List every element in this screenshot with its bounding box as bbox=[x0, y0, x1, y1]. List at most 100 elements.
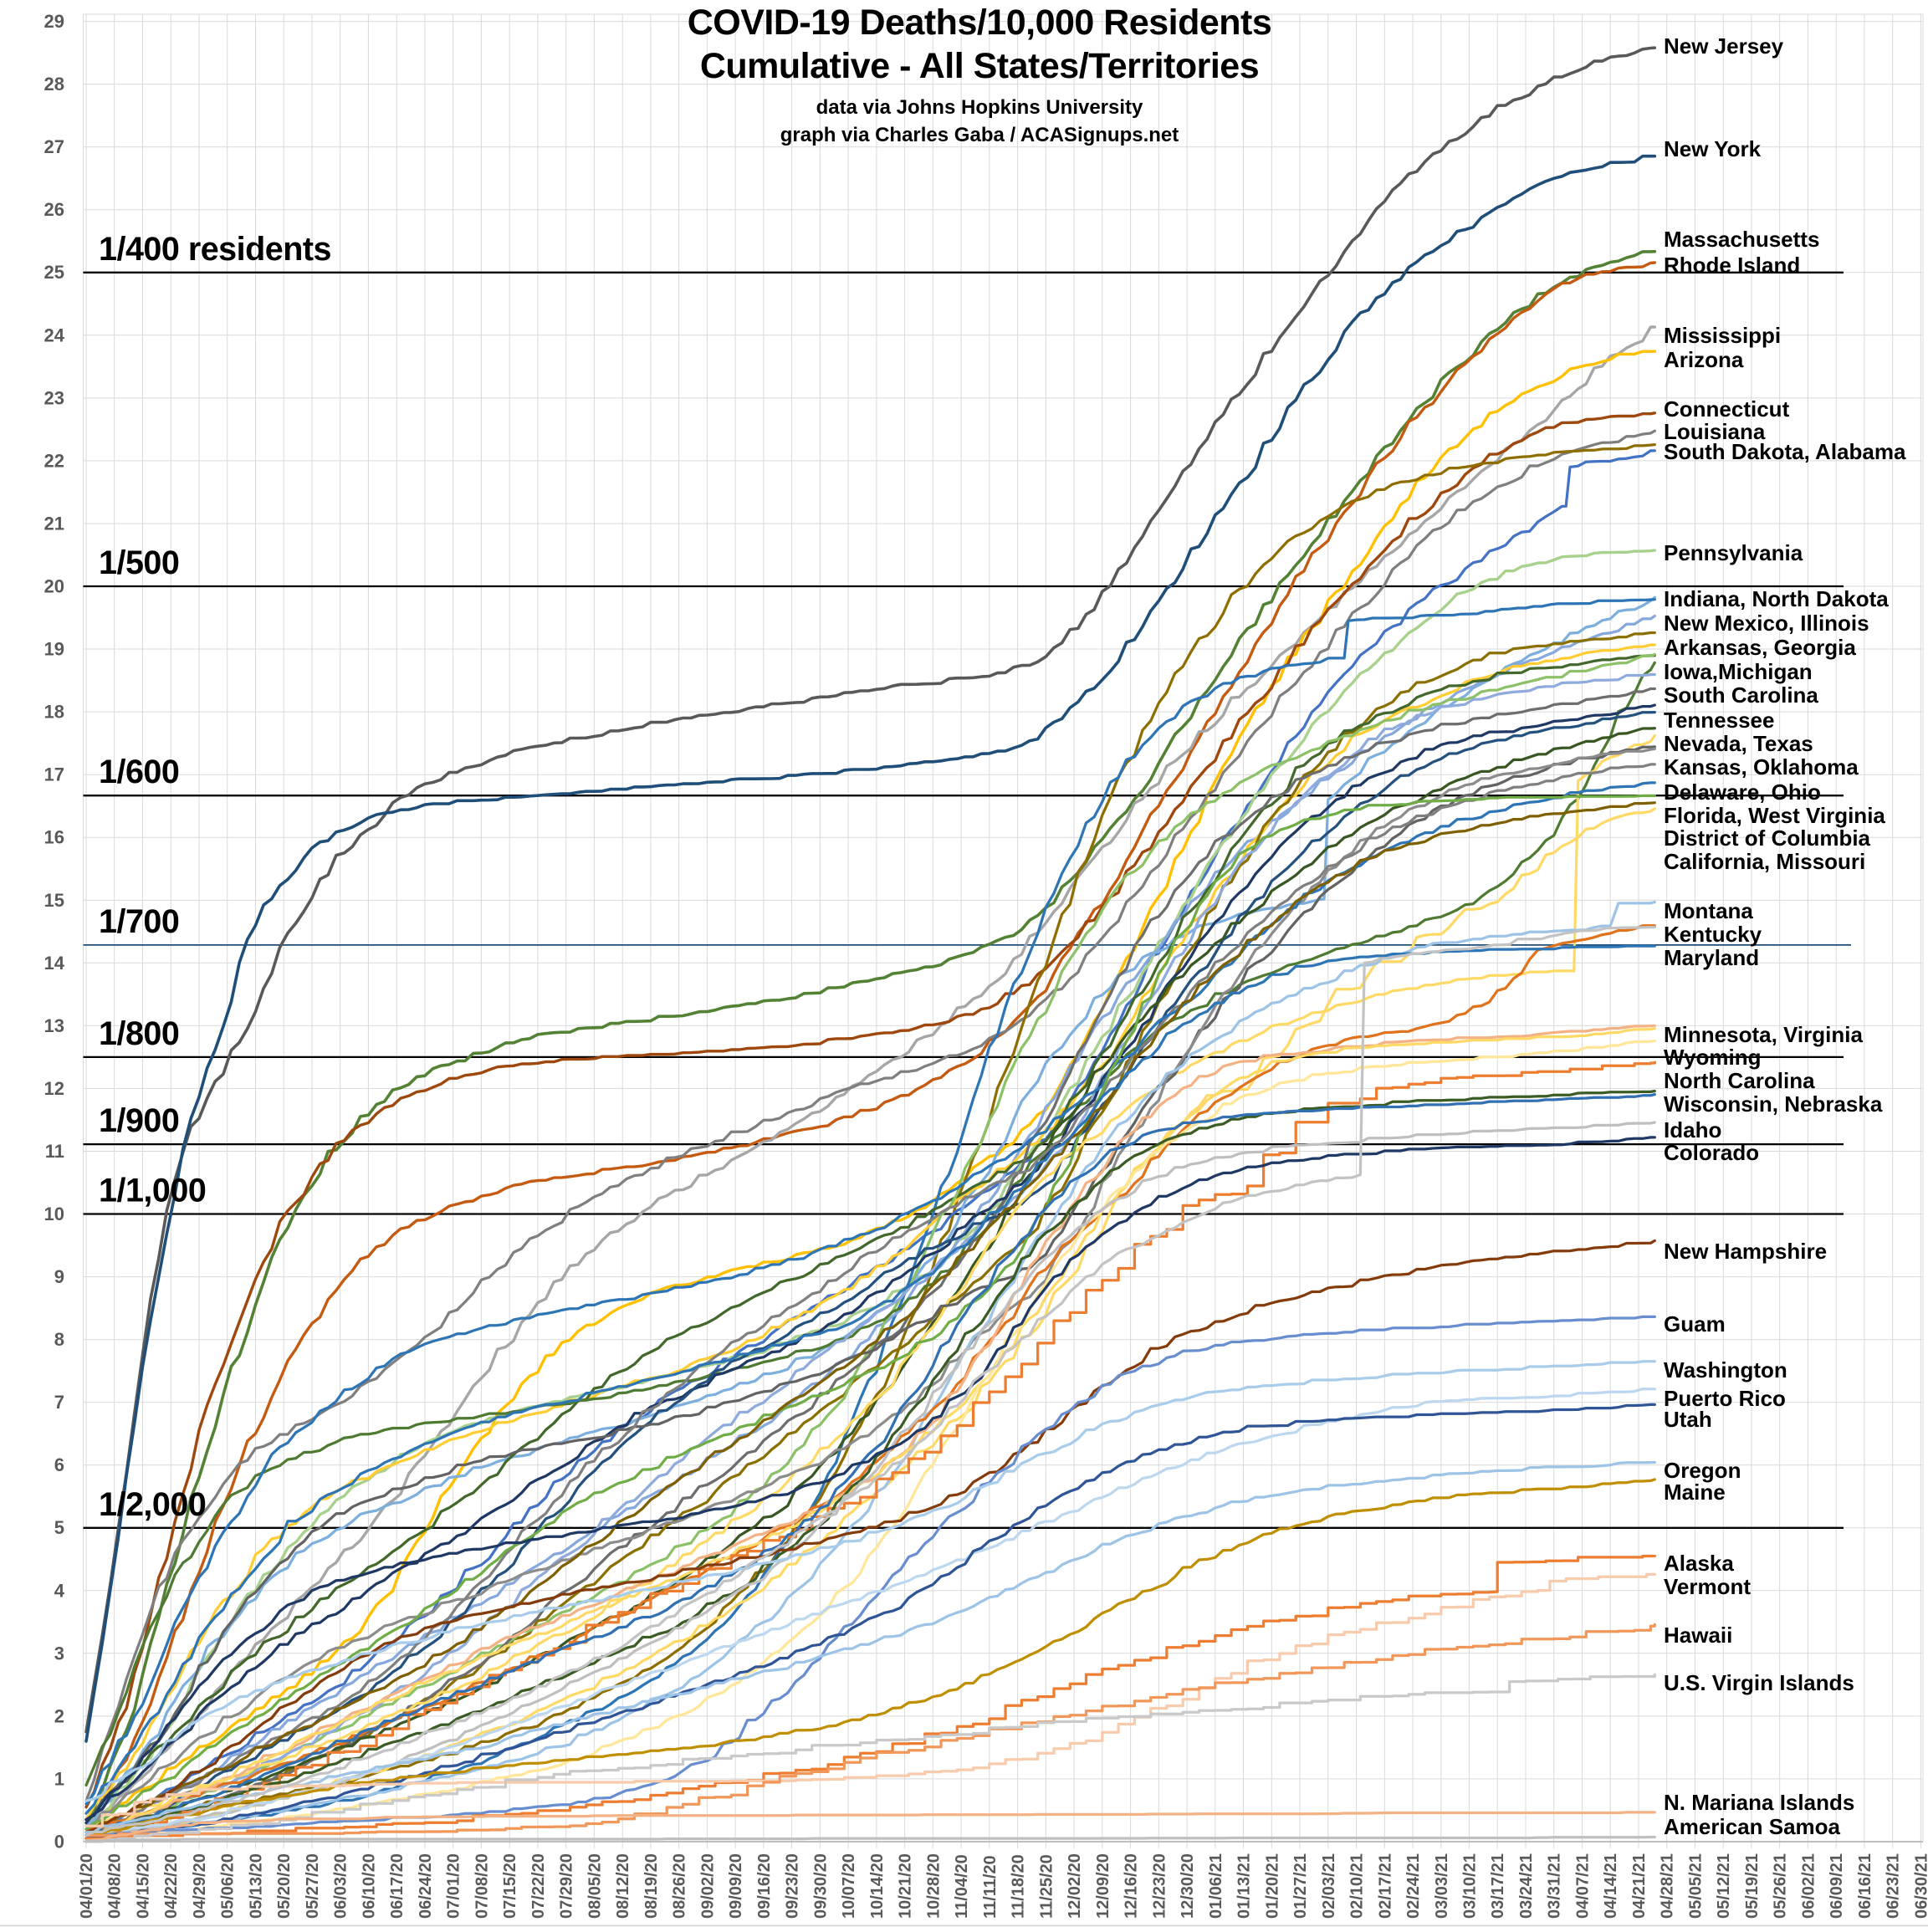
svg-text:1/500: 1/500 bbox=[99, 544, 179, 581]
svg-text:19: 19 bbox=[44, 639, 64, 660]
svg-text:11: 11 bbox=[45, 1141, 64, 1162]
svg-text:Colorado: Colorado bbox=[1664, 1140, 1759, 1165]
svg-text:Arkansas, Georgia: Arkansas, Georgia bbox=[1664, 635, 1856, 660]
svg-text:New Hampshire: New Hampshire bbox=[1664, 1239, 1827, 1264]
svg-text:09/09/20: 09/09/20 bbox=[727, 1853, 745, 1919]
svg-text:1/800: 1/800 bbox=[99, 1015, 179, 1052]
svg-text:25: 25 bbox=[44, 262, 64, 283]
svg-text:10/21/20: 10/21/20 bbox=[897, 1853, 915, 1919]
svg-text:Guam: Guam bbox=[1664, 1311, 1726, 1337]
svg-text:09/16/20: 09/16/20 bbox=[755, 1853, 774, 1919]
svg-text:08/05/20: 08/05/20 bbox=[586, 1853, 604, 1919]
svg-text:09/30/20: 09/30/20 bbox=[811, 1853, 830, 1919]
svg-text:20: 20 bbox=[44, 576, 64, 597]
svg-text:0: 0 bbox=[54, 1832, 64, 1853]
svg-text:06/30/21: 06/30/21 bbox=[1912, 1853, 1928, 1919]
svg-text:05/27/20: 05/27/20 bbox=[304, 1853, 322, 1919]
svg-text:09/02/20: 09/02/20 bbox=[698, 1853, 717, 1919]
svg-text:Iowa,Michigan: Iowa,Michigan bbox=[1664, 659, 1813, 684]
svg-text:23: 23 bbox=[44, 387, 64, 408]
svg-text:01/20/21: 01/20/21 bbox=[1263, 1853, 1281, 1919]
svg-text:Tennessee: Tennessee bbox=[1664, 708, 1774, 733]
svg-text:Massachusetts: Massachusetts bbox=[1664, 227, 1819, 252]
svg-text:11/11/20: 11/11/20 bbox=[981, 1855, 1000, 1919]
svg-text:07/01/20: 07/01/20 bbox=[445, 1853, 463, 1919]
svg-text:04/08/20: 04/08/20 bbox=[106, 1853, 125, 1919]
svg-text:California, Missouri: California, Missouri bbox=[1664, 849, 1865, 874]
svg-text:14: 14 bbox=[44, 953, 65, 974]
svg-text:12/09/20: 12/09/20 bbox=[1094, 1853, 1112, 1919]
svg-text:06/16/21: 06/16/21 bbox=[1856, 1853, 1874, 1919]
svg-text:Washington: Washington bbox=[1664, 1357, 1787, 1383]
svg-text:N. Mariana Islands: N. Mariana Islands bbox=[1664, 1790, 1854, 1815]
svg-text:04/15/20: 04/15/20 bbox=[135, 1853, 153, 1919]
svg-text:05/26/21: 05/26/21 bbox=[1772, 1853, 1790, 1919]
svg-text:1: 1 bbox=[54, 1768, 64, 1789]
svg-text:Idaho: Idaho bbox=[1664, 1117, 1721, 1142]
svg-text:Kentucky: Kentucky bbox=[1664, 922, 1762, 947]
svg-text:24: 24 bbox=[44, 325, 65, 345]
svg-text:1/1,000: 1/1,000 bbox=[99, 1173, 206, 1209]
svg-text:07/22/20: 07/22/20 bbox=[529, 1853, 548, 1919]
svg-text:New Mexico, Illinois: New Mexico, Illinois bbox=[1664, 611, 1869, 636]
svg-text:Louisiana: Louisiana bbox=[1664, 419, 1766, 444]
svg-text:04/28/21: 04/28/21 bbox=[1659, 1853, 1677, 1919]
svg-text:05/13/20: 05/13/20 bbox=[248, 1853, 266, 1919]
svg-text:Montana: Montana bbox=[1664, 898, 1753, 923]
svg-text:U.S. Virgin Islands: U.S. Virgin Islands bbox=[1664, 1670, 1854, 1695]
svg-text:Vermont: Vermont bbox=[1664, 1574, 1751, 1599]
svg-text:Oregon: Oregon bbox=[1664, 1458, 1741, 1483]
svg-text:05/12/21: 05/12/21 bbox=[1715, 1853, 1733, 1919]
svg-text:Connecticut: Connecticut bbox=[1664, 396, 1790, 422]
svg-text:04/01/20: 04/01/20 bbox=[78, 1853, 96, 1919]
svg-text:Wisconsin, Nebraska: Wisconsin, Nebraska bbox=[1664, 1091, 1883, 1117]
svg-text:06/10/20: 06/10/20 bbox=[360, 1853, 378, 1919]
svg-text:05/06/20: 05/06/20 bbox=[219, 1853, 238, 1919]
svg-text:Hawaii: Hawaii bbox=[1664, 1623, 1732, 1648]
svg-text:Maine: Maine bbox=[1664, 1480, 1726, 1505]
svg-text:04/07/21: 04/07/21 bbox=[1574, 1853, 1593, 1919]
svg-text:15: 15 bbox=[44, 890, 64, 911]
svg-text:22: 22 bbox=[44, 450, 64, 471]
svg-text:08/19/20: 08/19/20 bbox=[642, 1853, 661, 1919]
svg-text:Maryland: Maryland bbox=[1664, 945, 1759, 970]
svg-text:02/17/21: 02/17/21 bbox=[1376, 1853, 1394, 1919]
svg-text:10: 10 bbox=[44, 1204, 64, 1224]
svg-text:Alaska: Alaska bbox=[1664, 1551, 1734, 1576]
svg-text:08/12/20: 08/12/20 bbox=[614, 1853, 632, 1919]
svg-text:8: 8 bbox=[54, 1329, 64, 1350]
svg-text:29: 29 bbox=[44, 11, 64, 32]
svg-text:1/700: 1/700 bbox=[99, 903, 179, 940]
svg-text:Rhode Island: Rhode Island bbox=[1664, 253, 1800, 278]
svg-text:10/28/20: 10/28/20 bbox=[924, 1853, 943, 1919]
svg-text:4: 4 bbox=[54, 1580, 65, 1601]
svg-text:01/06/21: 01/06/21 bbox=[1207, 1853, 1225, 1919]
svg-text:Pennsylvania: Pennsylvania bbox=[1664, 540, 1803, 565]
svg-text:06/24/20: 06/24/20 bbox=[417, 1853, 435, 1919]
svg-text:02/10/21: 02/10/21 bbox=[1348, 1853, 1367, 1919]
svg-text:Utah: Utah bbox=[1664, 1407, 1712, 1432]
svg-text:South Dakota, Alabama: South Dakota, Alabama bbox=[1664, 439, 1906, 464]
svg-text:18: 18 bbox=[44, 702, 64, 723]
svg-text:11/04/20: 11/04/20 bbox=[953, 1854, 971, 1919]
svg-text:03/10/21: 03/10/21 bbox=[1461, 1853, 1480, 1919]
svg-text:12/16/20: 12/16/20 bbox=[1123, 1853, 1141, 1919]
svg-text:12/30/20: 12/30/20 bbox=[1179, 1853, 1197, 1919]
svg-text:05/05/21: 05/05/21 bbox=[1687, 1853, 1706, 1919]
svg-text:17: 17 bbox=[44, 764, 64, 785]
svg-text:09/23/20: 09/23/20 bbox=[784, 1853, 802, 1919]
svg-text:Florida, West Virginia: Florida, West Virginia bbox=[1664, 803, 1885, 828]
svg-text:21: 21 bbox=[44, 514, 64, 534]
svg-text:Puerto Rico: Puerto Rico bbox=[1664, 1386, 1786, 1411]
svg-text:06/23/21: 06/23/21 bbox=[1885, 1853, 1903, 1919]
svg-text:1/600: 1/600 bbox=[99, 754, 179, 790]
svg-text:12: 12 bbox=[44, 1078, 64, 1099]
svg-text:07/29/20: 07/29/20 bbox=[558, 1853, 576, 1919]
svg-text:02/03/21: 02/03/21 bbox=[1320, 1853, 1338, 1919]
svg-text:06/03/20: 06/03/20 bbox=[332, 1853, 350, 1919]
svg-text:Wyoming: Wyoming bbox=[1664, 1045, 1762, 1070]
svg-text:11/18/20: 11/18/20 bbox=[1010, 1854, 1028, 1919]
svg-text:26: 26 bbox=[44, 199, 64, 220]
svg-text:12/23/20: 12/23/20 bbox=[1150, 1853, 1169, 1919]
svg-text:06/17/20: 06/17/20 bbox=[388, 1853, 407, 1919]
